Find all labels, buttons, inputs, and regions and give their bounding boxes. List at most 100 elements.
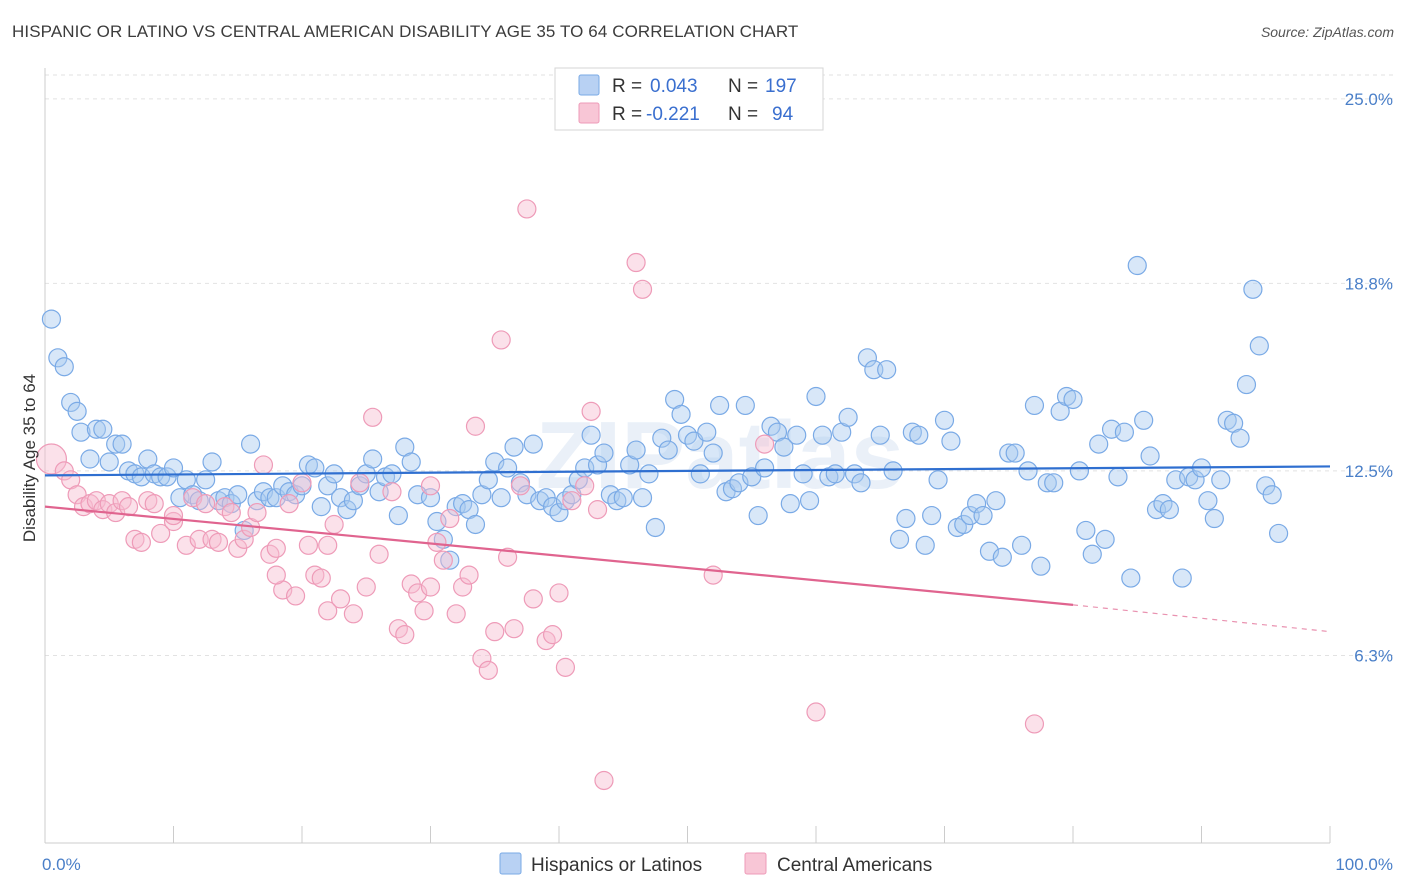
- central-american-point-60: [459, 565, 479, 585]
- hispanic-point-136: [922, 505, 942, 526]
- central-american-point-69: [517, 199, 537, 219]
- hispanic-point-119: [812, 425, 833, 445]
- hispanic-point-100: [690, 464, 710, 484]
- hispanic-point-93: [645, 517, 665, 538]
- central-american-point-63: [478, 660, 498, 680]
- chart-title: HISPANIC OR LATINO VS CENTRAL AMERICAN D…: [12, 22, 799, 41]
- legend-r-label-2: R =: [612, 104, 642, 125]
- hispanic-point-167: [1121, 568, 1141, 588]
- series-legend-label-2: Central Americans: [777, 855, 932, 876]
- central-american-point-68: [510, 476, 531, 496]
- hispanic-point-152: [1024, 395, 1045, 416]
- central-american-point-34: [279, 494, 299, 514]
- hispanic-point-163: [1095, 529, 1115, 549]
- central-american-point-29: [247, 502, 267, 523]
- series-legend-label-1: Hispanics or Latinos: [531, 855, 702, 876]
- hispanic-point-151: [1018, 461, 1038, 481]
- central-american-point-43: [343, 604, 363, 624]
- hispanic-point-125: [851, 473, 871, 493]
- central-american-point-25: [221, 502, 241, 523]
- central-american-point-30: [253, 455, 274, 475]
- central-american-point-75: [562, 491, 582, 511]
- central-american-point-89: [632, 279, 653, 299]
- central-american-point-82: [754, 434, 775, 454]
- hispanic-point-109: [748, 505, 768, 526]
- central-american-point-17: [163, 511, 184, 532]
- central-american-point-62: [472, 648, 492, 669]
- central-american-point-73: [549, 583, 569, 603]
- legend-r-value-2: -0.221: [646, 104, 700, 125]
- central-american-point-39: [311, 568, 331, 588]
- hispanic-point-154: [1037, 473, 1057, 493]
- legend-r-value-1: 0.043: [650, 76, 698, 97]
- hispanic-point-143: [967, 494, 987, 514]
- hispanic-point-65: [465, 514, 486, 535]
- hispanic-point-165: [1108, 467, 1128, 487]
- hispanic-point-101: [697, 422, 717, 442]
- central-american-point-83: [806, 702, 826, 722]
- central-american-point-0: [35, 443, 68, 475]
- hispanic-point-138: [934, 410, 955, 430]
- hispanic-point-161: [1082, 544, 1102, 564]
- legend-swatch-blue: [578, 74, 600, 96]
- hispanic-point-135: [915, 535, 935, 555]
- hispanic-point-175: [1172, 568, 1192, 588]
- hispanic-point-160: [1076, 520, 1096, 541]
- hispanic-point-102: [703, 443, 723, 463]
- hispanic-point-103: [710, 395, 730, 416]
- hispanic-point-10: [106, 434, 126, 454]
- hispanic-point-149: [1005, 443, 1025, 463]
- hispanic-point-56: [401, 452, 421, 472]
- hispanic-point-130: [883, 461, 903, 481]
- central-american-point-67: [504, 619, 524, 639]
- series-legend-swatch-blue: [499, 852, 522, 875]
- hispanic-point-115: [787, 425, 807, 445]
- hispanic-point-116: [793, 464, 813, 484]
- hispanic-point-184: [1230, 428, 1250, 448]
- hispanic-point-83: [581, 425, 601, 445]
- y-tick-label-0: 25.0%: [1345, 90, 1393, 109]
- legend-box: [554, 67, 824, 131]
- hispanic-point-29: [228, 485, 248, 505]
- hispanic-point-162: [1089, 434, 1109, 454]
- hispanic-point-107: [735, 395, 755, 416]
- central-american-point-36: [292, 473, 312, 493]
- central-american-point-40: [318, 601, 338, 621]
- y-tick-label-3: 6.3%: [1354, 646, 1393, 665]
- hispanic-point-85: [594, 443, 614, 463]
- hispanic-point-180: [1204, 508, 1224, 529]
- y-tick-label-1: 18.8%: [1345, 274, 1393, 293]
- central-american-point-70: [523, 589, 543, 609]
- hispanic-point-121: [825, 464, 845, 484]
- central-american-point-32: [266, 538, 286, 558]
- hispanic-point-90: [626, 440, 646, 460]
- hispanic-point-8: [93, 419, 113, 439]
- hispanic-point-97: [671, 404, 691, 424]
- central-american-point-86: [318, 535, 338, 555]
- central-american-point-58: [446, 604, 466, 624]
- central-american-point-48: [382, 482, 402, 502]
- central-american-point-37: [298, 535, 319, 555]
- central-american-point-74: [555, 657, 576, 677]
- central-american-point-61: [465, 416, 486, 436]
- hispanic-point-128: [870, 425, 890, 445]
- hispanic-point-92: [639, 464, 659, 484]
- trend-line-1: [44, 505, 1074, 606]
- hispanic-point-7: [86, 419, 107, 439]
- hispanic-point-74: [523, 434, 543, 454]
- central-american-point-41: [324, 514, 344, 535]
- y-axis-label: Disability Age 35 to 64: [20, 374, 39, 542]
- hispanic-point-4: [67, 401, 87, 421]
- hispanic-point-61: [440, 550, 460, 570]
- series-hispanics-points: [41, 255, 1289, 588]
- hispanic-point-131: [889, 529, 910, 549]
- hispanic-point-179: [1198, 491, 1218, 511]
- central-american-point-53: [414, 601, 434, 621]
- legend-n-label-1: N =: [728, 76, 758, 97]
- hispanic-point-169: [1134, 410, 1154, 430]
- x-tick-label-0: 0.0%: [42, 855, 81, 874]
- central-american-point-23: [208, 532, 229, 552]
- central-american-point-66: [498, 547, 518, 567]
- central-american-point-56: [433, 550, 453, 570]
- hispanic-point-2: [54, 357, 74, 377]
